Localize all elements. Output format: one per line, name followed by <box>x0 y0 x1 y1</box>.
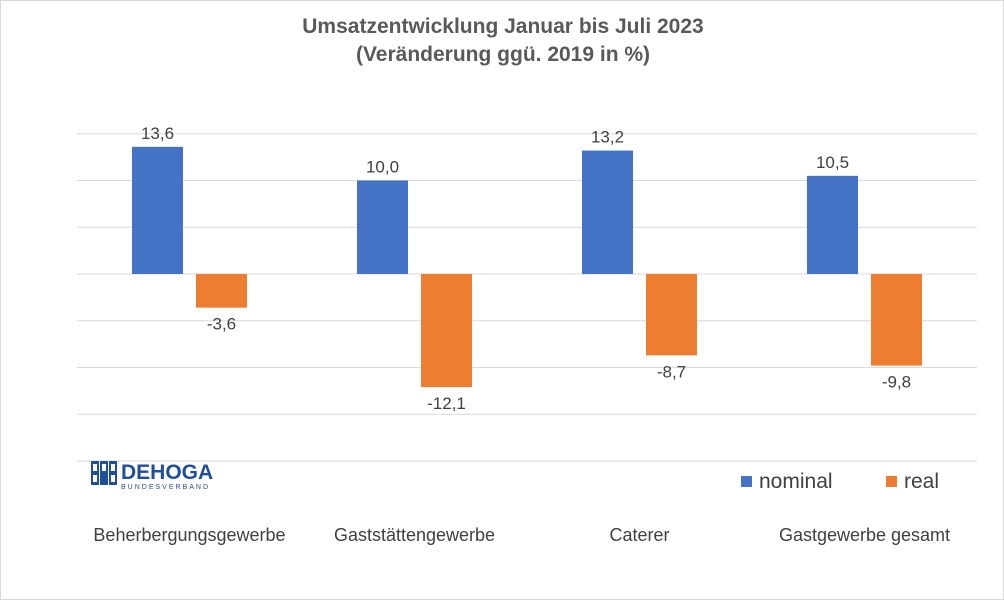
legend-label-nominal: nominal <box>759 470 833 493</box>
legend-label-real: real <box>904 470 939 493</box>
bar-nominal-2 <box>582 150 633 274</box>
logo-mark-left <box>91 461 99 485</box>
bars <box>132 146 922 388</box>
dehoga-logo: DEHOGA BUNDESVERBAND <box>91 461 213 491</box>
bar-nominal-1 <box>357 180 408 274</box>
logo-subline: BUNDESVERBAND <box>121 484 210 491</box>
logo-mark-detail-3 <box>111 464 115 471</box>
category-label-1: Gaststättengewerbe <box>334 525 495 545</box>
bar-real-1 <box>421 274 472 388</box>
data-label-real-2: -8,7 <box>657 362 686 381</box>
bar-nominal-3 <box>807 175 858 274</box>
data-label-nominal-0: 13,6 <box>141 124 174 143</box>
data-label-nominal-1: 10,0 <box>366 158 399 177</box>
logo-mark-detail-1 <box>93 464 97 471</box>
legend-swatch-nominal <box>741 476 752 487</box>
logo-mark-detail-2 <box>102 464 106 471</box>
data-label-nominal-3: 10,5 <box>816 153 849 172</box>
chart-subtitle: (Veränderung ggü. 2019 in %) <box>356 43 650 66</box>
category-label-0: Beherbergungsgewerbe <box>93 525 285 545</box>
category-label-2: Caterer <box>609 525 669 545</box>
data-label-nominal-2: 13,2 <box>591 128 624 147</box>
logo-name: DEHOGA <box>121 461 213 484</box>
logo-mark-detail-4 <box>93 475 97 482</box>
data-label-real-1: -12,1 <box>427 394 466 413</box>
logo-mark-right <box>109 461 117 485</box>
legend: nominal real <box>741 470 939 493</box>
logo-mark-mid <box>100 461 108 485</box>
logo-mark-detail-5 <box>111 475 115 482</box>
legend-swatch-real <box>886 476 897 487</box>
bar-real-2 <box>646 274 697 356</box>
data-label-real-0: -3,6 <box>207 315 236 334</box>
bar-nominal-0 <box>132 146 183 274</box>
bar-real-0 <box>196 274 247 308</box>
bar-real-3 <box>871 274 922 366</box>
data-label-real-3: -9,8 <box>882 373 911 392</box>
category-label-3: Gastgewerbe gesamt <box>779 525 950 545</box>
category-labels: Beherbergungsgewerbe Gaststättengewerbe Ca… <box>93 525 950 545</box>
chart-title: Umsatzentwicklung Januar bis Juli 2023 <box>302 15 703 38</box>
value-labels: 13,6 -3,6 10,0 -12,1 13,2 -8,7 10,5 -9,8 <box>141 124 911 413</box>
